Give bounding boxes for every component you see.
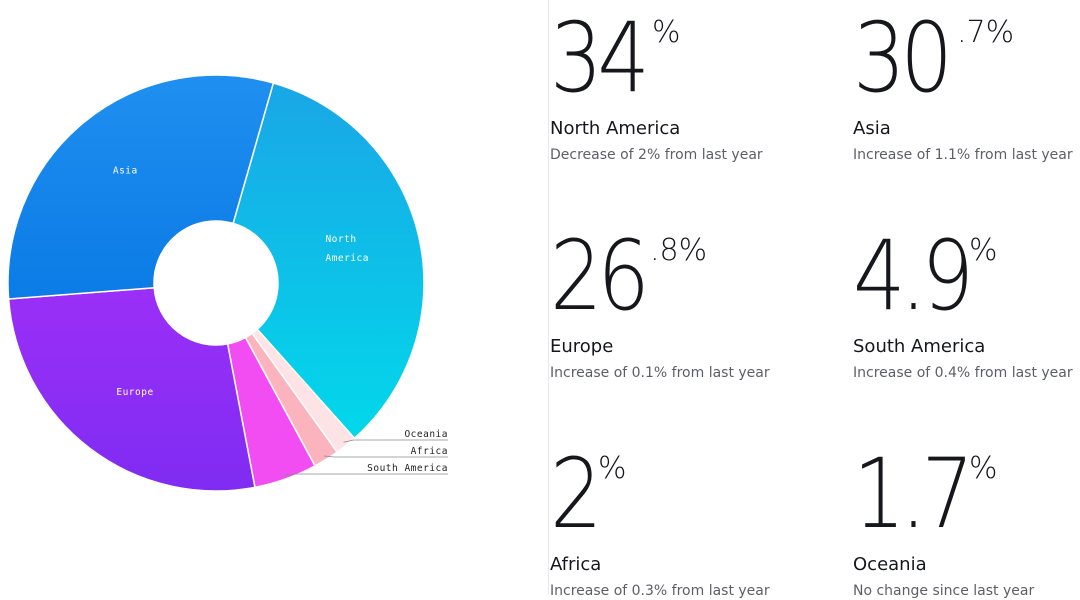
stat-region: South America bbox=[853, 336, 986, 357]
stat-card-asia: 30 .7% Asia Increase of 1.1% from last y… bbox=[853, 8, 1080, 164]
slice-label-line: Asia bbox=[113, 166, 138, 177]
stat-value: 26 bbox=[550, 220, 650, 332]
stat-value: 4.9 bbox=[853, 220, 974, 332]
stat-card-north-america: 34 % North America Decrease of 2% from l… bbox=[550, 8, 780, 164]
stat-change: Decrease of 2% from last year bbox=[550, 147, 763, 163]
donut-chart: North America Oceania Africa South America Eu… bbox=[7, 74, 448, 492]
stat-change: Increase of 0.1% from last year bbox=[550, 365, 770, 381]
leader-line-oceania bbox=[343, 439, 448, 443]
stat-region: North America bbox=[550, 118, 681, 139]
slice-label-north-america: North America bbox=[325, 234, 369, 264]
stat-change: Increase of 0.3% from last year bbox=[550, 583, 770, 599]
stat-value: 2 bbox=[550, 438, 603, 550]
stat-value: 34 bbox=[550, 2, 650, 114]
stat-card-europe: 26 .8% Europe Increase of 0.1% from last… bbox=[550, 226, 780, 382]
stat-change: Increase of 1.1% from last year bbox=[853, 147, 1073, 163]
stat-region: Europe bbox=[550, 336, 614, 357]
stat-region: Oceania bbox=[853, 554, 927, 575]
stat-card-africa: 2 % Africa Increase of 0.3% from last ye… bbox=[550, 444, 780, 600]
stat-value-suffix: .8% bbox=[650, 233, 708, 268]
stat-region: Asia bbox=[853, 118, 891, 139]
slice-europe bbox=[7, 286, 256, 492]
slice-north-america bbox=[232, 82, 425, 440]
stat-value: 1.7 bbox=[853, 438, 974, 550]
slice-label-oceania: Oceania bbox=[404, 429, 448, 440]
slice-label-south-america: South America bbox=[367, 463, 448, 474]
stat-change: No change since last year bbox=[853, 583, 1035, 599]
stat-change: Increase of 0.4% from last year bbox=[853, 365, 1073, 381]
slice-label-line: America bbox=[325, 253, 369, 264]
donut-chart-svg: North America Oceania Africa South America Eu… bbox=[7, 74, 448, 492]
stat-value-suffix: % bbox=[969, 233, 998, 268]
stat-value-suffix: .7% bbox=[957, 15, 1015, 50]
slice-label-africa: Africa bbox=[411, 446, 448, 457]
column-divider bbox=[548, 0, 549, 594]
stat-value-suffix: % bbox=[969, 451, 998, 486]
leader-line-south-america bbox=[284, 473, 448, 476]
stat-value-suffix: % bbox=[598, 451, 627, 486]
slice-label-asia: Asia bbox=[113, 166, 138, 177]
stat-region: Africa bbox=[550, 554, 602, 575]
slice-label-line: Europe bbox=[116, 387, 153, 398]
slice-label-europe: Europe bbox=[116, 387, 153, 398]
stat-card-south-america: 4.9 % South America Increase of 0.4% fro… bbox=[853, 226, 1080, 382]
stat-value: 30 bbox=[853, 2, 953, 114]
stat-value-suffix: % bbox=[652, 15, 681, 50]
stat-card-oceania: 1.7 % Oceania No change since last year bbox=[853, 444, 1080, 600]
slice-asia bbox=[7, 74, 275, 300]
slice-label-line: North bbox=[325, 234, 356, 245]
leader-line-africa bbox=[324, 455, 448, 458]
